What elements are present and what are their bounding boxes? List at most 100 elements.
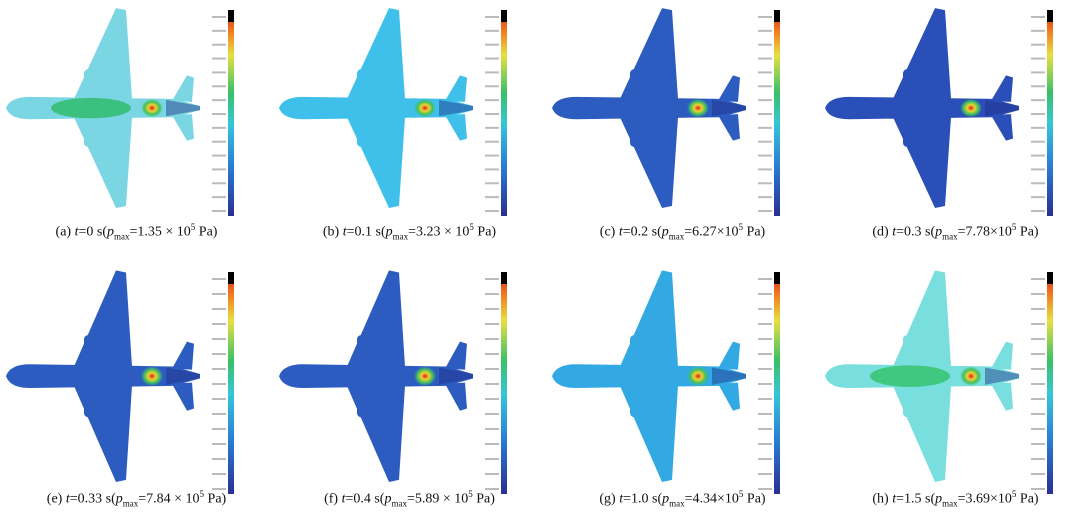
colorbar-label xyxy=(1031,127,1045,129)
caption-sup: 5 xyxy=(468,489,473,499)
caption-t-value: =0.2 s( xyxy=(623,225,662,240)
caption-t-value: =1.5 s( xyxy=(896,492,935,507)
wing xyxy=(445,75,467,102)
colorbar-label xyxy=(485,473,499,475)
caption-label: (d) xyxy=(872,225,888,240)
colorbar-label xyxy=(485,99,499,101)
engine xyxy=(357,402,381,417)
colorbar-label xyxy=(485,428,499,430)
colorbar-label xyxy=(212,168,226,170)
colorbar-cap xyxy=(228,10,234,22)
caption-sub: max xyxy=(942,231,958,241)
colorbar-label xyxy=(485,338,499,340)
wing xyxy=(347,117,405,208)
caption-p-value: =1.35 × 10 xyxy=(129,225,190,240)
caption-sup: 5 xyxy=(739,489,744,499)
colorbar-label xyxy=(1031,458,1045,460)
caption-label: (a) xyxy=(56,225,72,240)
wing xyxy=(718,114,740,141)
caption-t-value: =0.1 s( xyxy=(347,225,386,240)
wing xyxy=(445,342,467,370)
colorbar-label xyxy=(758,85,772,87)
caption-t-value: =0.33 s( xyxy=(70,492,116,507)
wing xyxy=(445,114,467,141)
caption-unit: Pa) xyxy=(199,225,218,240)
colorbar-label xyxy=(212,368,226,370)
caption: (h) t=1.5 s(pmax=3.69×105 Pa) xyxy=(819,489,1092,508)
colorbar-label xyxy=(1031,473,1045,475)
colorbar-label xyxy=(758,353,772,355)
caption-t-value: =0 s( xyxy=(78,225,107,240)
colorbar-label xyxy=(485,71,499,73)
colorbar-label xyxy=(1031,196,1045,198)
colorbar-label xyxy=(212,196,226,198)
wing xyxy=(347,270,405,366)
colorbar-label xyxy=(758,113,772,115)
colorbar-label xyxy=(1031,278,1045,280)
pressure-zone xyxy=(870,365,950,387)
colorbar-label xyxy=(212,141,226,143)
colorbar-cap xyxy=(1047,10,1053,22)
hot-spot xyxy=(141,366,163,385)
wing xyxy=(718,75,740,102)
colorbar-label xyxy=(758,428,772,430)
colorbar-label xyxy=(485,182,499,184)
colorbar-cap xyxy=(228,272,234,284)
engine xyxy=(84,133,108,147)
caption-p-value: =7.78×10 xyxy=(958,225,1012,240)
engine xyxy=(903,402,927,417)
wing xyxy=(347,386,405,482)
wing xyxy=(718,342,740,370)
colorbar-label xyxy=(212,85,226,87)
colorbar-label xyxy=(1031,113,1045,115)
caption-unit: Pa) xyxy=(1020,492,1039,507)
colorbar xyxy=(501,272,507,494)
colorbar-label xyxy=(485,278,499,280)
aircraft xyxy=(6,8,200,208)
colorbar-label xyxy=(485,141,499,143)
colorbar-label xyxy=(485,30,499,32)
wing xyxy=(991,114,1013,141)
colorbar-label xyxy=(212,30,226,32)
caption-unit: Pa) xyxy=(477,225,496,240)
caption-label: (c) xyxy=(600,225,616,240)
wing xyxy=(74,117,132,208)
colorbar xyxy=(228,272,234,494)
colorbar-label xyxy=(212,293,226,295)
colorbar-cap xyxy=(774,10,780,22)
colorbar-label xyxy=(485,458,499,460)
colorbar-label xyxy=(1031,99,1045,101)
colorbar-label xyxy=(758,308,772,310)
colorbar-label xyxy=(212,353,226,355)
hot-spot xyxy=(414,366,436,385)
colorbar-label xyxy=(485,58,499,60)
hot-spot xyxy=(687,366,709,385)
colorbar-label xyxy=(758,443,772,445)
colorbar-label xyxy=(1031,168,1045,170)
hot-spot xyxy=(141,99,163,117)
wing xyxy=(172,75,194,102)
colorbar-label xyxy=(212,16,226,18)
caption-p: p xyxy=(116,492,123,507)
colorbar-label xyxy=(1031,155,1045,157)
colorbar-label xyxy=(1031,58,1045,60)
engine xyxy=(903,335,927,350)
caption-p: p xyxy=(386,225,393,240)
colorbar-label xyxy=(212,443,226,445)
caption-sub: max xyxy=(123,498,139,508)
caption-label: (f) xyxy=(324,492,338,507)
aircraft xyxy=(279,8,473,208)
colorbar-label xyxy=(1031,44,1045,46)
colorbar xyxy=(774,10,780,216)
caption-p-value: =7.84 × 10 xyxy=(138,492,199,507)
caption-sub: max xyxy=(669,498,685,508)
hot-spot xyxy=(414,99,436,117)
colorbar-cap xyxy=(1047,272,1053,284)
wing xyxy=(991,342,1013,370)
colorbar-label xyxy=(1031,428,1045,430)
colorbar-label xyxy=(1031,71,1045,73)
caption-unit: Pa) xyxy=(208,492,227,507)
engine xyxy=(630,69,654,83)
colorbar-label xyxy=(758,141,772,143)
colorbar-label xyxy=(758,458,772,460)
